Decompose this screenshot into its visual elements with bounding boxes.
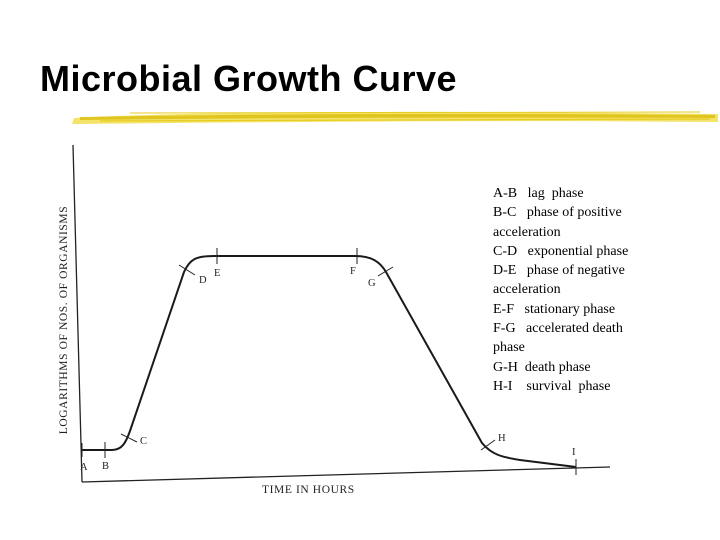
legend-line: G-H death phase — [493, 359, 591, 375]
point-label-I: I — [572, 447, 576, 458]
point-label-F: F — [350, 266, 356, 277]
legend-line: F-G accelerated death — [493, 321, 623, 337]
point-label-H: H — [498, 433, 506, 444]
point-label-G: G — [368, 278, 376, 289]
phase-legend: A-B lag phase B-C phase of positive acce… — [493, 184, 693, 396]
legend-line: E-F stationary phase — [493, 301, 616, 317]
slide-title: Microbial Growth Curve — [40, 58, 458, 99]
growth-curve — [82, 255, 577, 468]
y-axis-label: LOGARITHMS OF NOS. OF ORGANISMS — [58, 205, 70, 435]
legend-line: A-B lag phase — [493, 186, 584, 201]
legend-line: acceleration — [493, 282, 561, 298]
legend-line: H-I survival phase — [493, 378, 611, 394]
legend-line: C-D exponential phase — [493, 243, 629, 259]
legend-line: B-C phase of positive — [493, 205, 622, 221]
tick-G — [377, 266, 394, 277]
tick-D — [178, 264, 196, 276]
point-label-A: A — [80, 462, 88, 473]
point-label-E: E — [214, 268, 220, 279]
point-label-C: C — [140, 436, 147, 447]
highlighter-underline — [72, 110, 718, 124]
tick-H — [480, 439, 496, 451]
point-label-B: B — [102, 461, 109, 472]
legend-line: phase — [493, 340, 525, 356]
x-axis-label: TIME IN HOURS — [262, 484, 355, 496]
legend-line: D-E phase of negative — [493, 263, 625, 279]
legend-line: acceleration — [493, 224, 561, 240]
x-axis — [81, 466, 611, 483]
point-label-D: D — [199, 275, 207, 286]
tick-C — [120, 433, 138, 443]
y-axis — [72, 144, 83, 483]
